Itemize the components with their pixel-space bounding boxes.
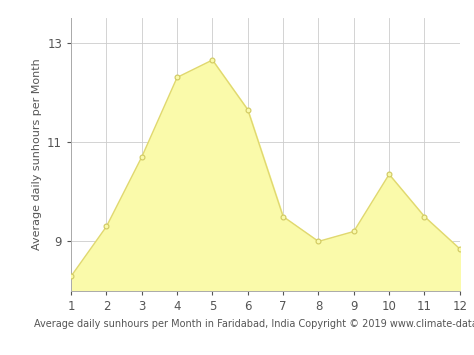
X-axis label: Average daily sunhours per Month in Faridabad, India Copyright © 2019 www.climat: Average daily sunhours per Month in Fari… bbox=[34, 319, 474, 329]
Y-axis label: Average daily sunhours per Month: Average daily sunhours per Month bbox=[31, 59, 42, 250]
